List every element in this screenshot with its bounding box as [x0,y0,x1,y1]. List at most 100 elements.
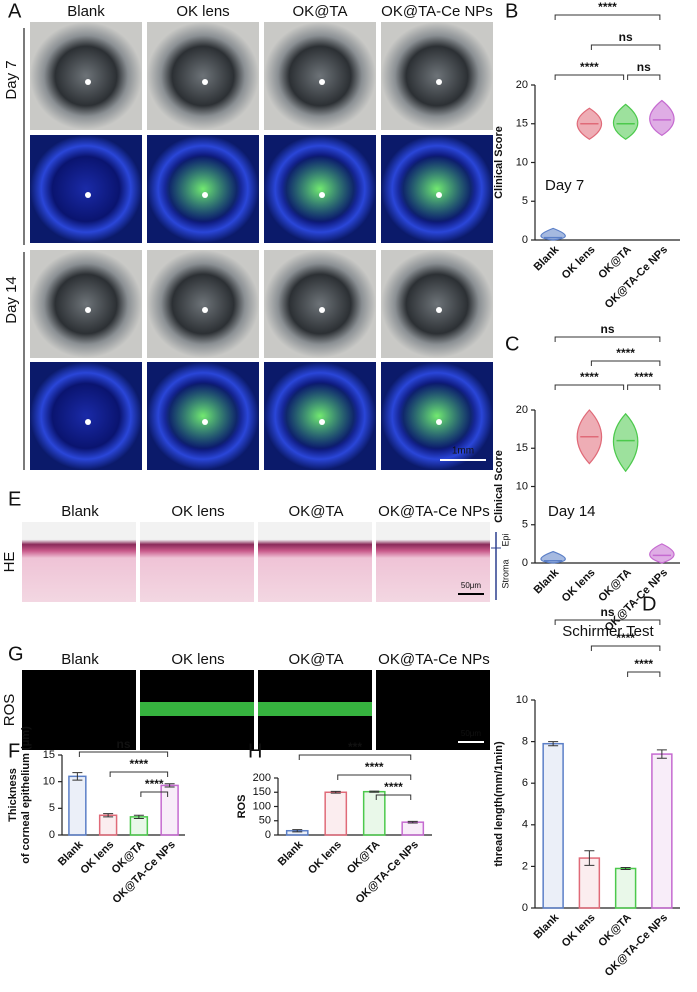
light-reflex [202,192,208,198]
y-tick-label: 2 [522,860,528,872]
violin [612,412,639,473]
error-bar [133,814,144,819]
panel-letter: B [505,0,518,22]
significance-label: **** [616,346,635,360]
he-image [258,522,372,602]
significance-label: **** [580,370,599,384]
significance-label: **** [365,760,384,774]
light-reflex [85,419,91,425]
light-reflex [319,419,325,425]
significance-bracket [554,384,625,390]
column-label: OK@TA [289,651,344,668]
scale-bar-label: 50μm [461,581,482,590]
column-label: OK@TA-Ce NPs [378,651,490,668]
y-tick-label: 50 [259,815,271,827]
column-label: OK@TA [289,503,344,520]
significance-bracket [140,791,169,797]
significance-bracket [109,771,169,777]
light-reflex [436,419,442,425]
significance-bracket [337,774,412,780]
bar [614,867,637,909]
annotation: Day 14 [548,503,596,520]
violin [612,103,639,140]
light-reflex [436,192,442,198]
x-tick-label: OK@TA [596,912,634,950]
y-tick-label: 5 [522,519,528,531]
significance-bracket [590,645,661,651]
column-label: OK@TA-Ce NPs [378,503,490,520]
bar [362,790,386,836]
bar [542,742,564,909]
significance-label: **** [634,370,653,384]
bar [68,775,87,836]
significance-label: **** [145,777,164,791]
x-tick-label: Blank [532,243,562,273]
row-label: ROS [1,694,18,727]
error-bar [620,866,631,871]
layer-label: Epi [500,533,510,546]
significance-label: *** [348,740,362,754]
significance-bracket [78,751,169,757]
fluorescence-image [376,670,490,750]
layer-label: Stroma [500,559,510,588]
x-tick-label: OK@TA [596,244,634,282]
error-bar [330,790,341,794]
x-tick-label: Blank [276,838,306,868]
y-tick-label: 0 [522,902,528,914]
fluorescein-stain [282,155,358,223]
significance-label: **** [634,657,653,671]
x-tick-label: Blank [532,911,562,941]
violin [649,99,675,137]
y-axis-label: Clinical Score [493,126,505,199]
panel-letter: D [642,593,656,615]
error-bar [584,850,595,866]
y-axis-label: of corneal epithelium (μm) [20,726,32,864]
y-tick-label: 200 [253,772,271,784]
significance-label: ns [619,30,633,44]
chart-title: Schirmer Test [562,623,654,640]
eye-image [264,22,376,130]
bar [160,784,179,836]
x-tick-label: OK lens [560,912,598,950]
y-tick-label: 5 [49,802,55,814]
y-axis-label: thread length(mm/1min) [493,741,505,867]
panel-letter: C [505,333,519,355]
significance-bracket [554,336,661,342]
fluorescence-image [22,670,136,750]
bar [401,821,425,836]
light-reflex [202,79,208,85]
y-tick-label: 100 [253,800,271,812]
ros-signal [258,702,372,716]
y-tick-label: 4 [522,819,528,831]
x-tick-label: Blank [532,566,562,596]
eye-image [381,22,493,130]
light-reflex [85,307,91,313]
x-tick-label: OK lens [560,567,598,605]
column-label: OK lens [171,503,224,520]
significance-label: **** [598,0,617,14]
y-tick-label: 15 [516,442,528,454]
y-tick-label: 5 [522,195,528,207]
column-label: OK@TA [293,3,348,20]
he-image [140,522,254,602]
significance-bracket [627,384,661,390]
fluorescein-stain [165,382,241,450]
significance-label: ns [600,322,614,336]
significance-label: ns [600,605,614,619]
error-bar [103,813,114,818]
significance-bracket [554,14,661,20]
eye-image [30,135,142,243]
y-tick-label: 0 [265,829,271,841]
y-tick-label: 0 [522,234,528,246]
x-tick-label: OK@TA [596,567,634,605]
y-tick-label: 20 [516,79,528,91]
eye-image [30,362,142,470]
y-tick-label: 15 [43,749,55,761]
scale-bar-label: 50μm [461,729,482,738]
y-tick-label: 15 [516,118,528,130]
significance-bracket [627,74,661,80]
row-label: Day 14 [3,276,20,324]
significance-label: **** [580,60,599,74]
significance-bracket [590,360,661,366]
